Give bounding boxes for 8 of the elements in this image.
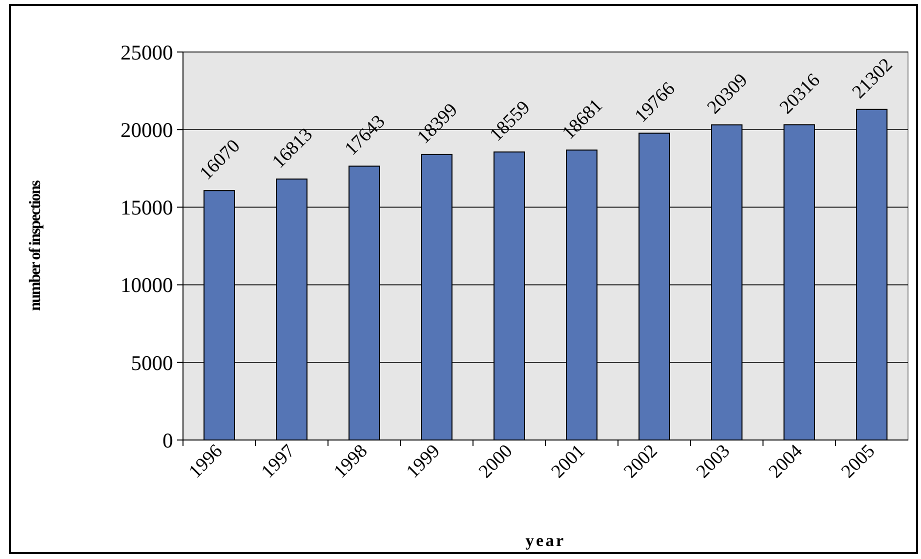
y-tick-label: 5000	[131, 350, 173, 375]
y-tick-label: 15000	[120, 196, 173, 220]
y-tick-label: 0	[162, 428, 173, 452]
y-axis-title: number of inspections	[27, 180, 44, 311]
y-tick-label: 25000	[120, 40, 173, 64]
y-tick-label: 10000	[120, 273, 173, 298]
x-axis-title: year	[525, 531, 566, 550]
y-tick-label: 20000	[120, 118, 173, 142]
